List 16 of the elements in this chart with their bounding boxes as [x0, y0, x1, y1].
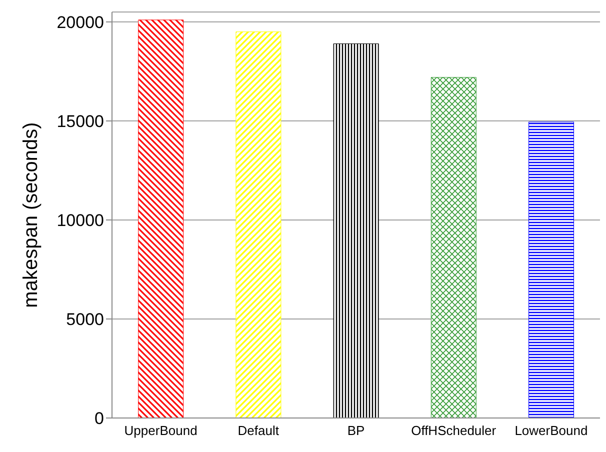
- y-axis-title: makespan (seconds): [20, 122, 42, 308]
- x-tick-label: UpperBound: [124, 423, 198, 438]
- x-tick-label: OffHScheduler: [411, 423, 497, 438]
- y-tick-label: 10000: [56, 210, 104, 230]
- x-tick-label: Default: [238, 423, 280, 438]
- x-tick-label: LowerBound: [514, 423, 588, 438]
- y-tick-label: 5000: [66, 310, 104, 330]
- y-tick-label: 0: [94, 409, 104, 428]
- bar: [333, 43, 379, 418]
- bar: [430, 77, 476, 418]
- y-tick-label: 15000: [56, 112, 104, 131]
- bar: [236, 32, 282, 418]
- y-tick-label: 20000: [56, 12, 104, 32]
- bar: [138, 20, 184, 418]
- x-tick-label: BP: [347, 423, 365, 438]
- bar: [528, 122, 574, 418]
